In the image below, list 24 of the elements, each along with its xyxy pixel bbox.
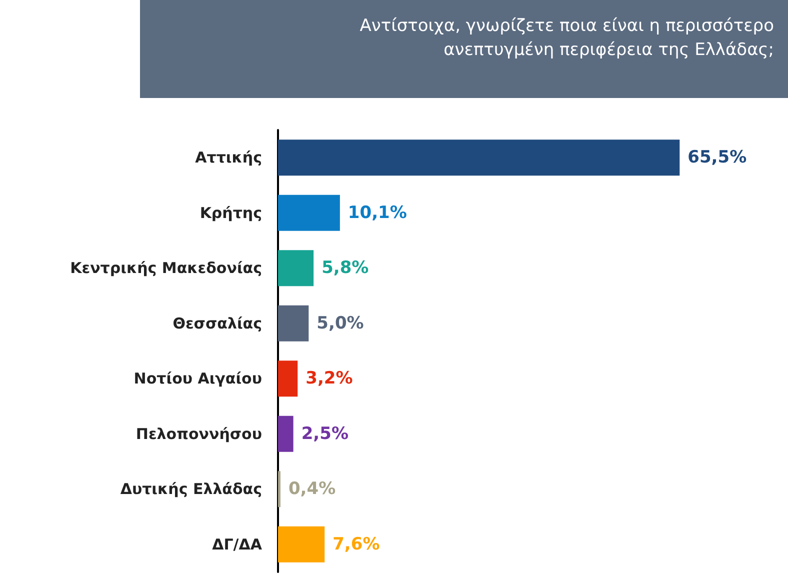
data-label: 0,4% (288, 479, 336, 500)
y-tick-label: ΔΓ/ΔΑ (212, 535, 262, 554)
bar (278, 526, 325, 562)
y-tick-label: Κρήτης (200, 204, 262, 222)
bar (278, 416, 294, 452)
bar (278, 360, 298, 397)
y-tick-label: Πελοποννήσου (136, 424, 262, 443)
data-label: 10,1% (348, 202, 407, 223)
data-label: 3,2% (306, 368, 353, 389)
data-label: 65,5% (688, 148, 747, 168)
chart-title: Αντίστοιχα, γνωρίζετε ποια είναι η περισσότερο ανεπτυγμένη περιφέρεια της Ελλάδας; (358, 15, 774, 62)
bar (278, 250, 314, 286)
bar (278, 305, 309, 342)
y-tick-label: Θεσσαλίας (172, 314, 262, 332)
y-tick-label: Αττικής (195, 148, 262, 167)
bar (278, 140, 680, 176)
data-label: 5,8% (322, 258, 369, 278)
bar (278, 194, 340, 231)
data-label: 7,6% (332, 534, 380, 554)
data-label: 5,0% (316, 313, 364, 334)
y-tick-label: Κεντρικής Μακεδονίας (70, 259, 262, 278)
y-tick-label: Νοτίου Αιγαίου (134, 370, 262, 388)
data-label: 2,5% (301, 424, 348, 444)
y-tick-label: Δυτικής Ελλάδας (120, 480, 262, 498)
